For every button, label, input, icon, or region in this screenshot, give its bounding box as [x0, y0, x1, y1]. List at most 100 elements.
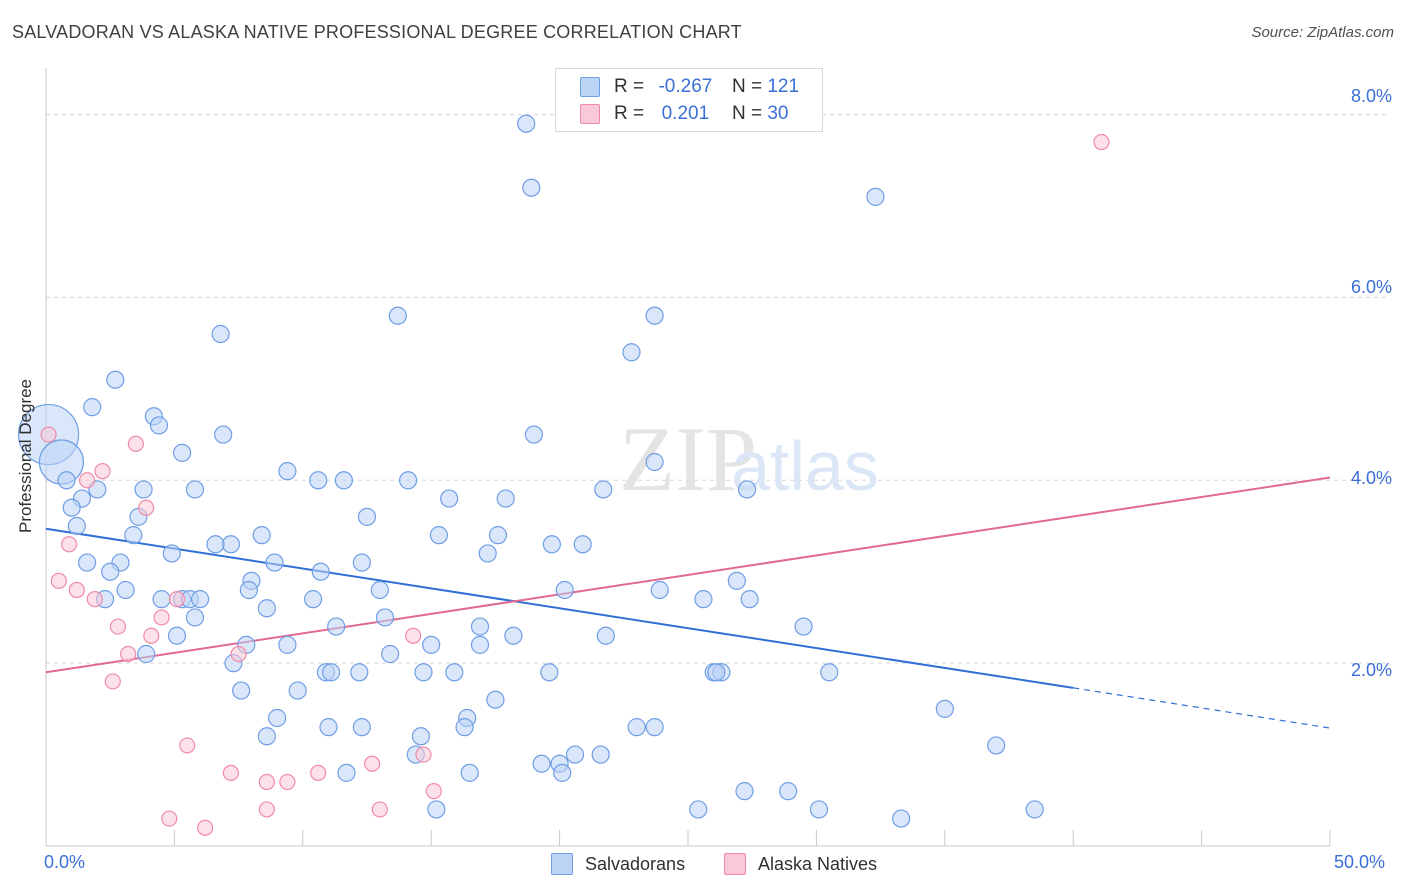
- stats-legend-row-alaska-natives: R = 0.201 N = 30: [580, 102, 788, 126]
- salvadoran-point: [414, 663, 433, 682]
- trend-line-alaska-natives: [45, 476, 1331, 674]
- salvadoran-point: [106, 370, 125, 389]
- salvadoran-point: [57, 471, 76, 490]
- n-value: 121: [767, 76, 800, 97]
- salvadoran-point: [185, 608, 205, 627]
- salvadoran-point: [645, 306, 664, 325]
- salvadoran-point: [257, 599, 276, 618]
- salvadoran-point: [206, 535, 225, 554]
- salvadoran-point: [866, 187, 885, 206]
- salvadoran-point: [504, 626, 523, 645]
- salvadoran-point: [167, 626, 187, 645]
- legend-item-alaska-natives[interactable]: Alaska Natives: [724, 852, 877, 876]
- salvadoran-point: [740, 590, 759, 609]
- legend-swatch-salvadorans: [580, 77, 600, 97]
- salvadoran-point: [820, 663, 839, 682]
- salvadoran-point: [627, 718, 646, 737]
- alaska-native-point: [40, 426, 57, 443]
- alaska-native-point: [50, 572, 67, 589]
- salvadoran-point: [67, 516, 86, 536]
- salvadoran-point: [278, 462, 297, 481]
- salvadoran-point: [779, 782, 798, 801]
- salvadoran-point: [445, 663, 464, 682]
- salvadoran-point: [350, 663, 369, 682]
- alaska-native-point: [61, 536, 78, 553]
- salvadoran-point: [1025, 800, 1044, 819]
- legend-swatch-alaska-natives: [724, 853, 746, 875]
- y-tick-label-4: 4.0%: [1350, 468, 1392, 488]
- salvadoran-point: [252, 526, 271, 545]
- salvadoran-point: [62, 498, 81, 517]
- salvadoran-point: [214, 425, 233, 444]
- salvadoran-point: [594, 480, 613, 499]
- salvadoran-point: [232, 681, 251, 700]
- salvadoran-point: [388, 306, 407, 325]
- x-tick-label-max: 50.0%: [1334, 852, 1386, 872]
- chart-source: Source: ZipAtlas.com: [1251, 24, 1394, 41]
- r-value: -0.267: [658, 76, 713, 97]
- salvadoran-point: [645, 452, 664, 472]
- salvadoran-point: [162, 544, 181, 563]
- salvadoran-point: [321, 663, 341, 682]
- n-value: 30: [767, 103, 789, 124]
- salvadoran-point: [257, 727, 276, 746]
- salvadoran-point: [149, 416, 169, 435]
- salvadoran-point: [542, 535, 561, 554]
- alaska-native-point: [1093, 133, 1110, 151]
- salvadoran-point: [422, 635, 441, 654]
- y-axis-label: Professional Degree: [16, 378, 35, 534]
- salvadoran-point: [727, 571, 746, 590]
- salvadoran-point: [311, 562, 330, 581]
- salvadoran-point: [553, 763, 572, 782]
- salvadoran-point: [211, 324, 230, 344]
- trend-line-salvadorans: [45, 527, 1074, 689]
- salvadoran-point: [455, 718, 474, 737]
- alaska-native-point: [415, 746, 432, 763]
- legend-item-salvadorans[interactable]: Salvadorans: [551, 852, 685, 876]
- y-tick-label-6: 6.0%: [1350, 277, 1392, 297]
- salvadoran-point: [185, 480, 205, 499]
- alaska-native-point: [104, 673, 121, 690]
- alaska-native-point: [405, 627, 422, 644]
- alaska-native-point: [364, 755, 381, 772]
- r-value: 0.201: [661, 103, 710, 124]
- salvadoran-point: [77, 553, 97, 572]
- alaska-native-point: [279, 773, 296, 791]
- salvadoran-point: [522, 178, 541, 197]
- salvadoran-point: [83, 398, 102, 417]
- alaska-native-point: [153, 609, 170, 626]
- salvadoran-point: [327, 617, 346, 636]
- salvadoran-point: [517, 114, 536, 133]
- salvadoran-point: [689, 800, 708, 819]
- salvadoran-point: [737, 480, 757, 499]
- salvadoran-point: [591, 745, 610, 764]
- alaska-native-point: [86, 591, 103, 608]
- salvadoran-point: [794, 617, 813, 636]
- alaska-native-point: [109, 618, 127, 635]
- alaska-native-point: [161, 810, 178, 827]
- salvadoran-point: [352, 718, 371, 737]
- salvadoran-point: [137, 644, 156, 664]
- n-label: N =: [731, 76, 763, 97]
- trend-line-extension: [1073, 687, 1331, 729]
- alaska-native-point: [179, 737, 196, 754]
- salvadoran-point: [319, 718, 338, 737]
- salvadoran-point: [375, 608, 395, 627]
- r-label: R =: [614, 103, 645, 124]
- legend-swatch-salvadorans: [551, 853, 573, 875]
- salvadoran-point: [645, 718, 664, 737]
- r-label: R =: [614, 76, 645, 97]
- alaska-native-point: [127, 435, 144, 452]
- y-tick-label-2: 2.0%: [1350, 660, 1392, 680]
- salvadoran-point: [892, 809, 911, 828]
- alaska-native-point: [68, 581, 85, 599]
- legend-label-alaska-natives: Alaska Natives: [758, 853, 878, 874]
- salvadoran-point: [427, 800, 446, 819]
- salvadoran-point: [524, 425, 544, 444]
- salvadoran-point: [470, 635, 490, 654]
- alaska-native-point: [310, 764, 327, 781]
- salvadoran-point: [573, 535, 592, 554]
- stats-legend-row-salvadorans: R = -0.267 N = 121: [580, 75, 799, 99]
- salvadoran-point: [565, 745, 585, 764]
